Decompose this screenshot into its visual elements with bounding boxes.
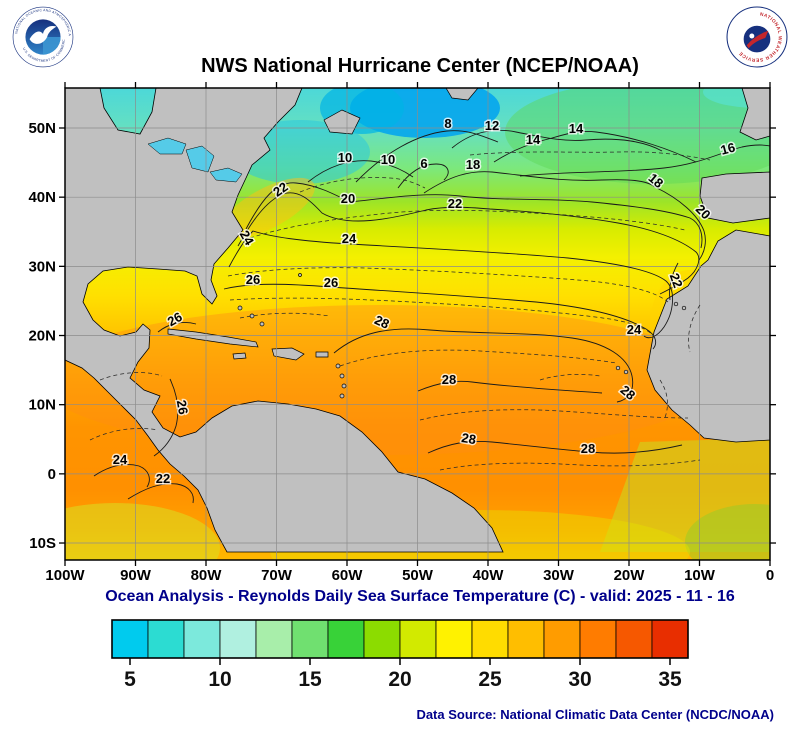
svg-text:25: 25 bbox=[478, 668, 502, 691]
grid-lines bbox=[65, 88, 770, 560]
colorbar-container: 5 10 15 20 25 30 35 bbox=[108, 618, 692, 701]
svg-text:24: 24 bbox=[627, 322, 642, 337]
svg-text:26: 26 bbox=[246, 272, 260, 287]
axis-labels: 100W 90W 80W 70W 60W 50W 40W 30W 20W 10W 0 50N 40N 30… bbox=[28, 120, 774, 584]
svg-text:14: 14 bbox=[526, 132, 541, 147]
svg-text:22: 22 bbox=[448, 196, 462, 211]
svg-text:26: 26 bbox=[324, 275, 338, 290]
svg-text:20: 20 bbox=[341, 191, 355, 206]
svg-text:40W: 40W bbox=[473, 567, 505, 584]
land-antilles bbox=[341, 383, 347, 389]
svg-text:6: 6 bbox=[420, 156, 427, 171]
land-greenland-tip bbox=[445, 88, 479, 101]
land-bermuda bbox=[298, 273, 302, 277]
svg-text:10N: 10N bbox=[28, 397, 56, 414]
land-europe bbox=[739, 88, 770, 141]
svg-text:50N: 50N bbox=[28, 120, 56, 137]
land-cape-verde bbox=[615, 365, 621, 371]
land-canaries bbox=[681, 305, 687, 311]
land-jamaica bbox=[232, 352, 247, 360]
svg-text:10: 10 bbox=[208, 668, 231, 691]
svg-text:50W: 50W bbox=[402, 567, 434, 584]
svg-text:22: 22 bbox=[667, 271, 686, 290]
svg-text:14: 14 bbox=[569, 121, 584, 136]
noaa-emblem-lightblue bbox=[43, 37, 61, 55]
svg-text:26: 26 bbox=[174, 399, 191, 416]
axis-ticks bbox=[59, 82, 776, 566]
noaa-logo: NATIONAL OCEANIC AND ATMOSPHERIC ADMINIS… bbox=[12, 6, 74, 68]
svg-text:20: 20 bbox=[388, 668, 411, 691]
svg-text:8: 8 bbox=[444, 116, 451, 131]
svg-text:40N: 40N bbox=[28, 189, 56, 206]
land-bahamas bbox=[237, 305, 243, 311]
svg-text:30W: 30W bbox=[543, 567, 575, 584]
land-cape-verde bbox=[623, 369, 629, 375]
land-antilles bbox=[339, 373, 345, 379]
svg-text:90W: 90W bbox=[120, 567, 152, 584]
svg-text:10: 10 bbox=[381, 152, 395, 167]
svg-text:12: 12 bbox=[485, 118, 499, 133]
svg-text:10S: 10S bbox=[29, 535, 56, 552]
svg-text:30: 30 bbox=[568, 668, 591, 691]
svg-text:24: 24 bbox=[342, 231, 357, 246]
noaa-gull-icon bbox=[29, 26, 57, 44]
svg-text:20N: 20N bbox=[28, 328, 56, 345]
svg-text:30N: 30N bbox=[28, 258, 56, 275]
svg-text:20W: 20W bbox=[614, 567, 646, 584]
svg-text:35: 35 bbox=[658, 668, 682, 691]
svg-text:28: 28 bbox=[460, 430, 477, 447]
colorbar: 5 10 15 20 25 30 35 bbox=[111, 619, 689, 691]
map-container: 8 12 14 14 16 10 10 6 18 18 22 20 22 20 24 24 26 26 22 28 26… bbox=[0, 80, 800, 595]
land-africa bbox=[646, 229, 770, 443]
svg-text:5: 5 bbox=[124, 668, 136, 691]
svg-text:70W: 70W bbox=[261, 567, 293, 584]
land-antilles bbox=[335, 363, 341, 369]
land-hispaniola bbox=[271, 347, 305, 361]
nws-storm-dot bbox=[749, 33, 755, 39]
svg-text:18: 18 bbox=[466, 157, 480, 172]
isotherm-contours bbox=[89, 129, 770, 504]
land-puerto-rico bbox=[315, 351, 329, 358]
svg-text:16: 16 bbox=[719, 140, 737, 158]
svg-text:80W: 80W bbox=[191, 567, 223, 584]
svg-text:100W: 100W bbox=[45, 567, 85, 584]
land-antilles bbox=[339, 393, 345, 399]
nws-swoosh-icon bbox=[746, 30, 769, 49]
svg-text:28: 28 bbox=[442, 372, 456, 387]
map-caption: Ocean Analysis - Reynolds Daily Sea Surf… bbox=[105, 588, 735, 605]
great-lakes bbox=[147, 137, 243, 183]
data-source-note: Data Source: National Climatic Data Cent… bbox=[416, 707, 774, 722]
land-bahamas bbox=[259, 321, 265, 327]
svg-text:15: 15 bbox=[298, 668, 322, 691]
svg-text:0: 0 bbox=[48, 466, 56, 483]
svg-text:0: 0 bbox=[766, 567, 774, 584]
land-americas bbox=[65, 88, 504, 553]
svg-text:24: 24 bbox=[113, 452, 128, 467]
svg-text:10W: 10W bbox=[684, 567, 716, 584]
svg-text:28: 28 bbox=[581, 441, 595, 456]
colorbar-segments bbox=[111, 619, 689, 659]
colorbar-tick-labels: 5 10 15 20 25 30 35 bbox=[124, 658, 682, 691]
page-title: NWS National Hurricane Center (NCEP/NOAA… bbox=[201, 55, 639, 77]
svg-text:10: 10 bbox=[338, 150, 352, 165]
svg-text:60W: 60W bbox=[332, 567, 364, 584]
svg-text:22: 22 bbox=[156, 471, 170, 486]
land-canaries bbox=[673, 301, 679, 307]
nws-logo: NATIONAL WEATHER SERVICE bbox=[726, 6, 788, 68]
